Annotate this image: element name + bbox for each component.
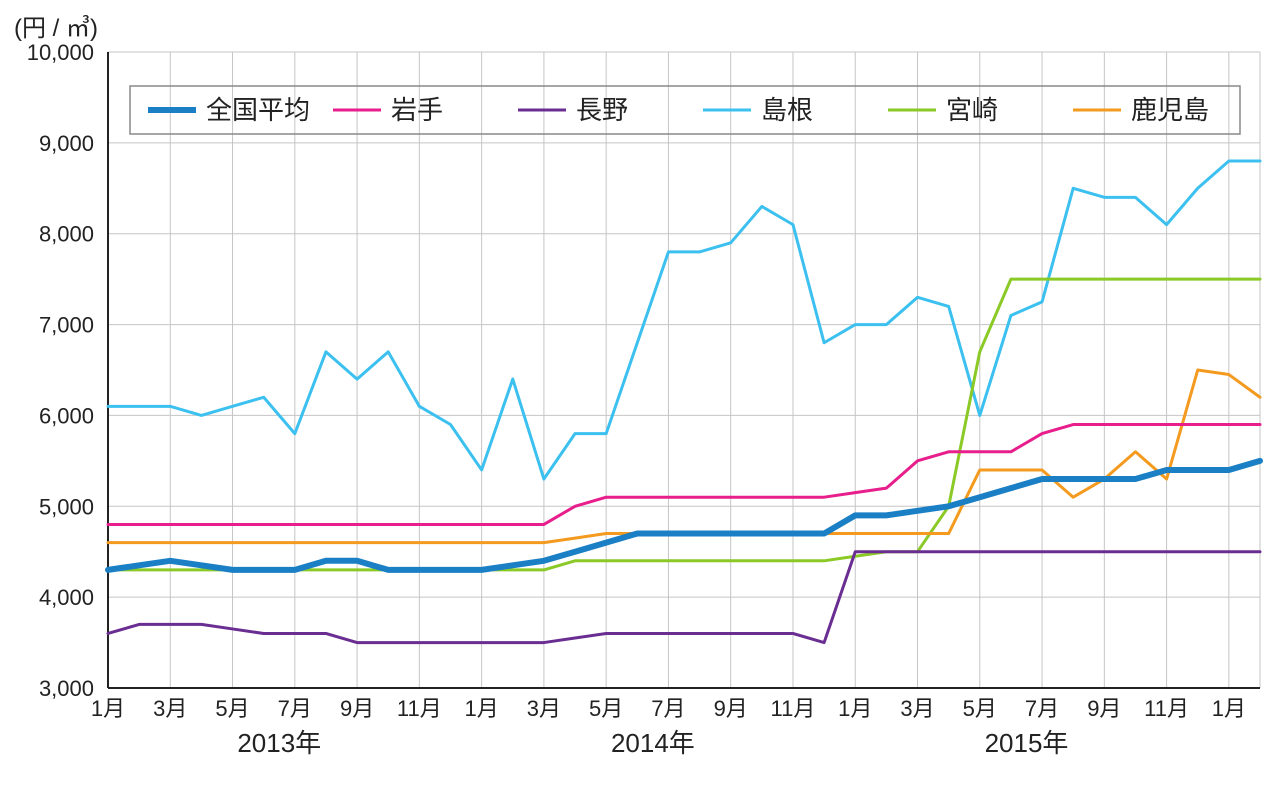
x-tick-label: 9月: [340, 696, 374, 721]
year-label: 2014年: [611, 728, 695, 758]
x-tick-label: 3月: [527, 696, 561, 721]
year-label: 2013年: [237, 728, 321, 758]
y-axis-title: (円 / ㎥): [14, 15, 98, 42]
x-tick-label: 3月: [153, 696, 187, 721]
y-tick-label: 6,000: [39, 403, 94, 428]
line-chart: 10,000 9,000 8,000 7,000 6,000 5,000 4,000 3,00…: [0, 0, 1280, 788]
chart-svg: 10,000 9,000 8,000 7,000 6,000 5,000 4,000 3,00…: [0, 0, 1280, 788]
x-tick-label: 1月: [91, 696, 125, 721]
x-tick-label: 7月: [1025, 696, 1059, 721]
legend-label-miyazaki: 宮崎: [946, 95, 998, 125]
x-tick-label: 11月: [771, 696, 816, 721]
x-tick-label: 1月: [1212, 696, 1246, 721]
y-tick-label: 7,000: [39, 313, 94, 338]
x-tick-label: 5月: [215, 696, 249, 721]
y-tick-label: 3,000: [39, 676, 94, 701]
legend-label-iwate: 岩手: [391, 95, 443, 125]
legend-label-nagano: 長野: [576, 95, 628, 125]
y-tick-label: 10,000: [27, 40, 94, 65]
x-tick-label: 1月: [838, 696, 872, 721]
x-tick-label: 5月: [589, 696, 623, 721]
x-tick-label: 11月: [397, 696, 442, 721]
legend-label-zenkoku: 全国平均: [206, 95, 310, 125]
y-tick-label: 4,000: [39, 585, 94, 610]
x-tick-label: 7月: [651, 696, 685, 721]
legend-label-kagoshima: 鹿児島: [1131, 95, 1209, 125]
chart-bg: [0, 0, 1280, 788]
x-tick-label: 11月: [1144, 696, 1189, 721]
x-tick-label: 3月: [900, 696, 934, 721]
y-tick-label: 8,000: [39, 222, 94, 247]
y-tick-label: 5,000: [39, 494, 94, 519]
x-tick-label: 7月: [278, 696, 312, 721]
legend-label-shimane: 島根: [761, 95, 813, 125]
year-label: 2015年: [985, 728, 1069, 758]
x-tick-label: 1月: [464, 696, 498, 721]
x-tick-label: 9月: [714, 696, 748, 721]
x-tick-label: 5月: [963, 696, 997, 721]
x-tick-label: 9月: [1087, 696, 1121, 721]
y-tick-label: 9,000: [39, 131, 94, 156]
